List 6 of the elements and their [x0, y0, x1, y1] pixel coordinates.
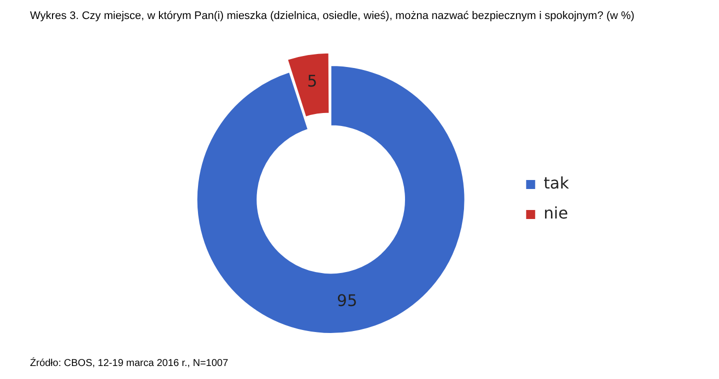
data-label: 95 — [336, 291, 358, 310]
chart-title: Wykres 3. Czy miejsce, w którym Pan(i) mieszka (dzielnica, osiedle, wieś), można nazwać bezpiecznym i spokojnym? (w %) — [30, 10, 634, 22]
legend-label: tak — [544, 174, 570, 193]
data-label: 5 — [307, 71, 318, 90]
text: Źródło: CBOS, 12-19 marca 2016 r., N=1007 — [30, 358, 228, 369]
legend-label: nie — [544, 204, 568, 223]
